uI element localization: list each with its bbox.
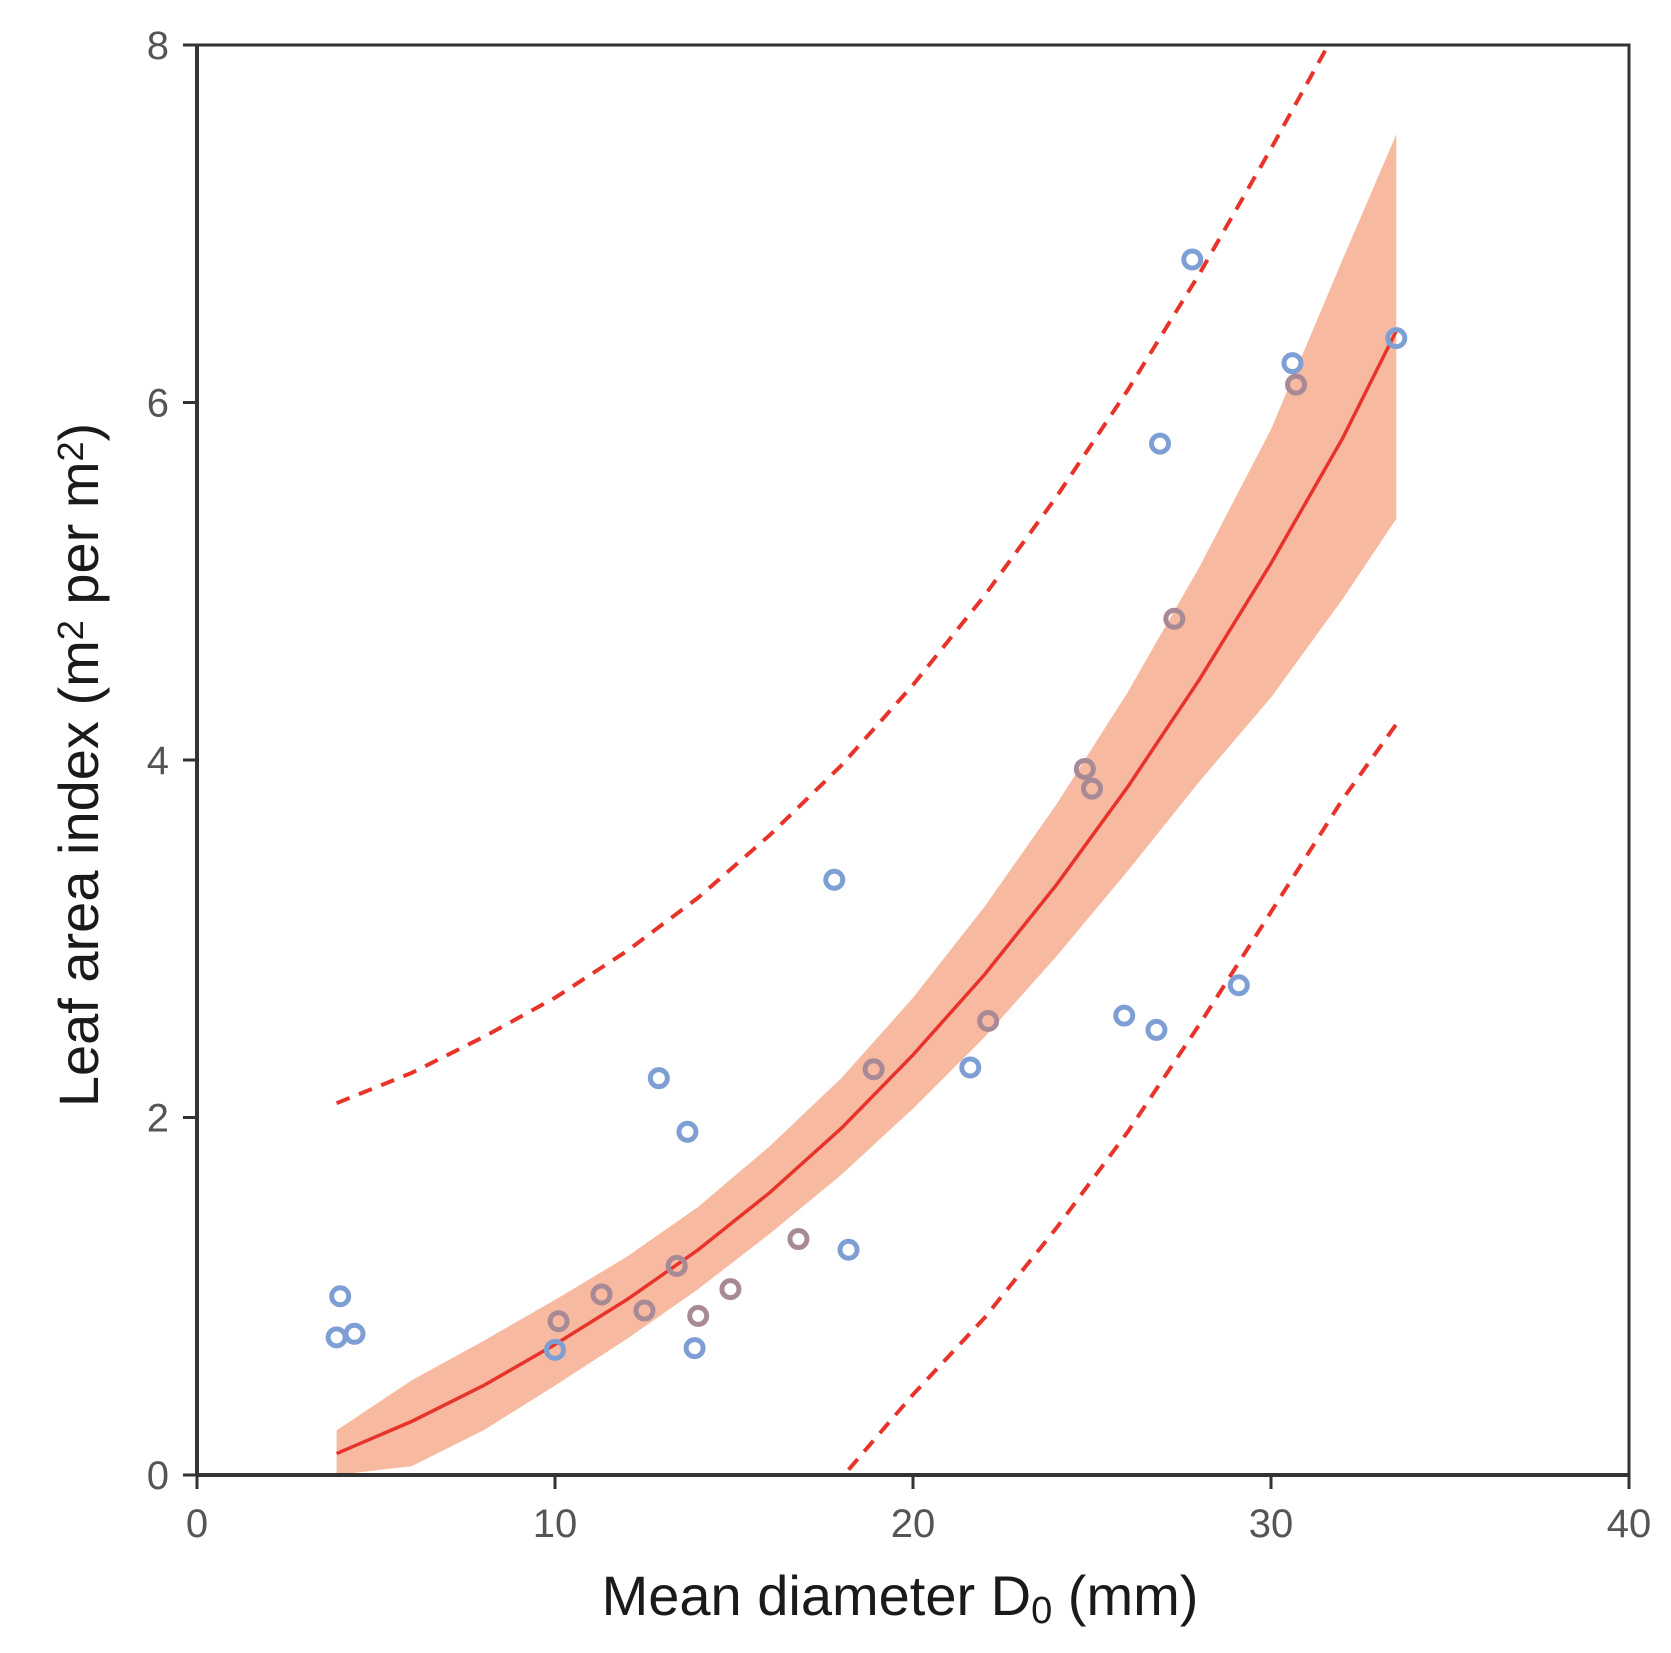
data-point [1181, 248, 1204, 271]
y-tick-label: 0 [147, 1454, 169, 1498]
prediction-upper-line [335, 44, 1331, 1106]
y-tick-label: 4 [147, 739, 169, 783]
data-point [959, 1056, 982, 1079]
data-point [544, 1338, 566, 1361]
data-point [719, 1278, 742, 1301]
data-point [837, 1238, 860, 1261]
curves-layer [335, 44, 1398, 1471]
x-tick-label: 20 [891, 1502, 936, 1546]
confidence-band-layer [336, 134, 1397, 1475]
data-point [676, 1120, 699, 1143]
y-tick-label: 8 [147, 24, 169, 68]
data-point [1385, 327, 1408, 350]
data-point [1145, 1018, 1168, 1041]
data-point [687, 1304, 710, 1327]
y-tick-label: 6 [147, 382, 169, 426]
data-point [547, 1310, 570, 1333]
data-point [1163, 607, 1186, 630]
data-point [862, 1058, 885, 1081]
data-point [787, 1228, 810, 1251]
data-point [1081, 777, 1103, 800]
y-tick-label: 2 [147, 1097, 169, 1141]
data-point [329, 1285, 352, 1308]
y-axis-title: Leaf area index (m2 per m2) [47, 423, 110, 1107]
data-point [1073, 757, 1096, 780]
fit-line [335, 330, 1398, 1456]
data-point [683, 1337, 706, 1360]
data-point [1285, 373, 1308, 396]
data-point [665, 1254, 688, 1277]
data-point [1113, 1004, 1136, 1027]
data-point [1149, 432, 1172, 455]
data-point [633, 1299, 656, 1322]
axes-layer [183, 43, 1631, 1489]
confidence-band [336, 134, 1397, 1475]
data-point [977, 1009, 1000, 1032]
data-point [1281, 352, 1304, 375]
data-point [1227, 974, 1250, 997]
data-points-layer [325, 248, 1408, 1361]
data-point [647, 1067, 670, 1090]
x-tick-label: 10 [533, 1502, 578, 1546]
data-point [823, 868, 846, 891]
plot-frame [195, 43, 1631, 1477]
prediction-lower-line [847, 723, 1398, 1471]
x-tick-label: 40 [1607, 1502, 1652, 1546]
x-tick-label: 0 [186, 1502, 208, 1546]
data-point [325, 1326, 348, 1349]
x-tick-label: 30 [1249, 1502, 1294, 1546]
tick-labels-layer: 0 10 20 30 40 0 2 4 6 8 [147, 24, 1652, 1546]
data-point [590, 1283, 613, 1306]
data-point [343, 1322, 366, 1345]
x-axis-title: Mean diameter D0 (mm) [602, 1564, 1199, 1632]
